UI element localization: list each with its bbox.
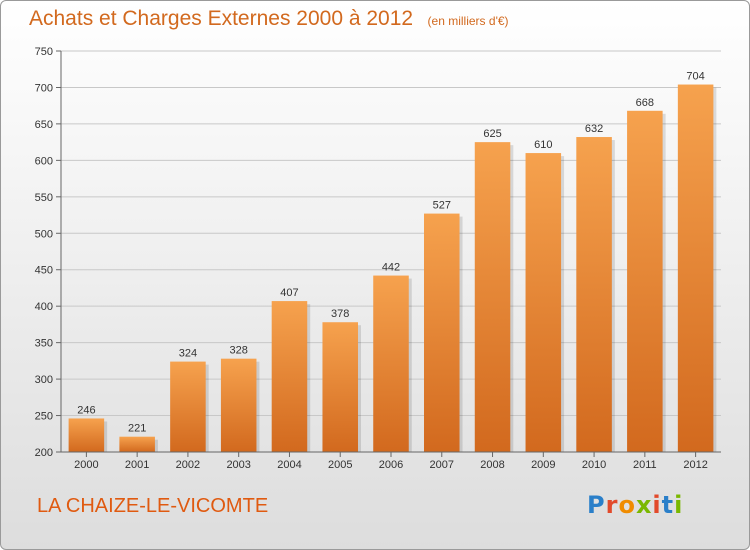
chart-subtitle: (en milliers d'€) [427,14,509,28]
y-tick-label: 550 [35,192,53,204]
axes: 200 250 300 350 400 450 500 550 600 650 700 750 2000… [35,46,721,471]
bar [424,213,460,452]
x-tick-label: 2009 [531,459,555,471]
x-tick-label: 2005 [328,459,352,471]
logo-letter: o [618,491,636,519]
logo-letter: i [652,491,662,519]
y-tick-label: 350 [35,338,53,350]
y-tick-label: 450 [35,265,53,277]
y-tick-label: 750 [35,46,53,58]
bar [474,142,511,453]
bar-value-label: 221 [128,423,146,435]
bar-value-label: 246 [77,404,95,416]
logo-letter: i [674,491,684,519]
y-tick-label: 650 [35,119,53,131]
x-tick-label: 2001 [125,459,149,471]
x-tick-label: 2002 [176,459,200,471]
x-tick-label: 2010 [582,459,606,471]
x-tick-label: 2006 [379,459,403,471]
x-tick-label: 2012 [683,459,707,471]
bar [119,436,155,452]
bar-value-label: 632 [585,123,603,135]
logo-letter: r [605,491,619,519]
bar [373,275,409,452]
bar-value-label: 668 [636,97,654,109]
y-tick-label: 600 [35,155,53,167]
logo-letter: t [661,491,675,519]
bar-value-label: 324 [179,348,197,360]
bar-value-label: 407 [280,287,298,299]
bar [322,322,358,452]
bar-value-label: 378 [331,308,349,320]
bar [271,301,308,452]
bar-value-label: 610 [534,139,552,151]
bar-value-label: 527 [433,200,451,212]
bar [525,153,562,452]
bar-value-label: 442 [382,262,400,274]
title-row: Achats et Charges Externes 2000 à 2012 (… [29,7,509,31]
y-tick-label: 200 [35,447,53,459]
y-tick-label: 400 [35,301,53,313]
bar-value-label: 704 [686,71,704,83]
x-tick-label: 2003 [226,459,250,471]
bar [170,361,206,452]
y-tick-label: 500 [35,228,53,240]
bar [677,84,714,453]
bars: 246 221 324 328 407 378 442 527 625 610 632 668 704 [68,71,717,453]
bar [576,137,612,453]
x-tick-label: 2008 [480,459,504,471]
location-label: LA CHAIZE-LE-VICOMTE [37,495,269,517]
logo-letter: x [635,491,653,519]
x-tick-label: 2004 [277,459,301,471]
bar [220,358,257,452]
x-tick-label: 2000 [74,459,98,471]
y-tick-label: 700 [35,82,53,94]
x-tick-label: 2007 [430,459,454,471]
bar-value-label: 328 [230,345,248,357]
logo-letter: P [587,491,606,519]
chart-title: Achats et Charges Externes 2000 à 2012 [29,7,414,30]
y-tick-label: 250 [35,411,53,423]
proxiti-logo: Proxiti [587,491,683,519]
bar-value-label: 625 [483,128,501,140]
bar [627,110,663,452]
bar [68,418,105,452]
x-tick-label: 2011 [633,459,657,471]
y-tick-label: 300 [35,374,53,386]
